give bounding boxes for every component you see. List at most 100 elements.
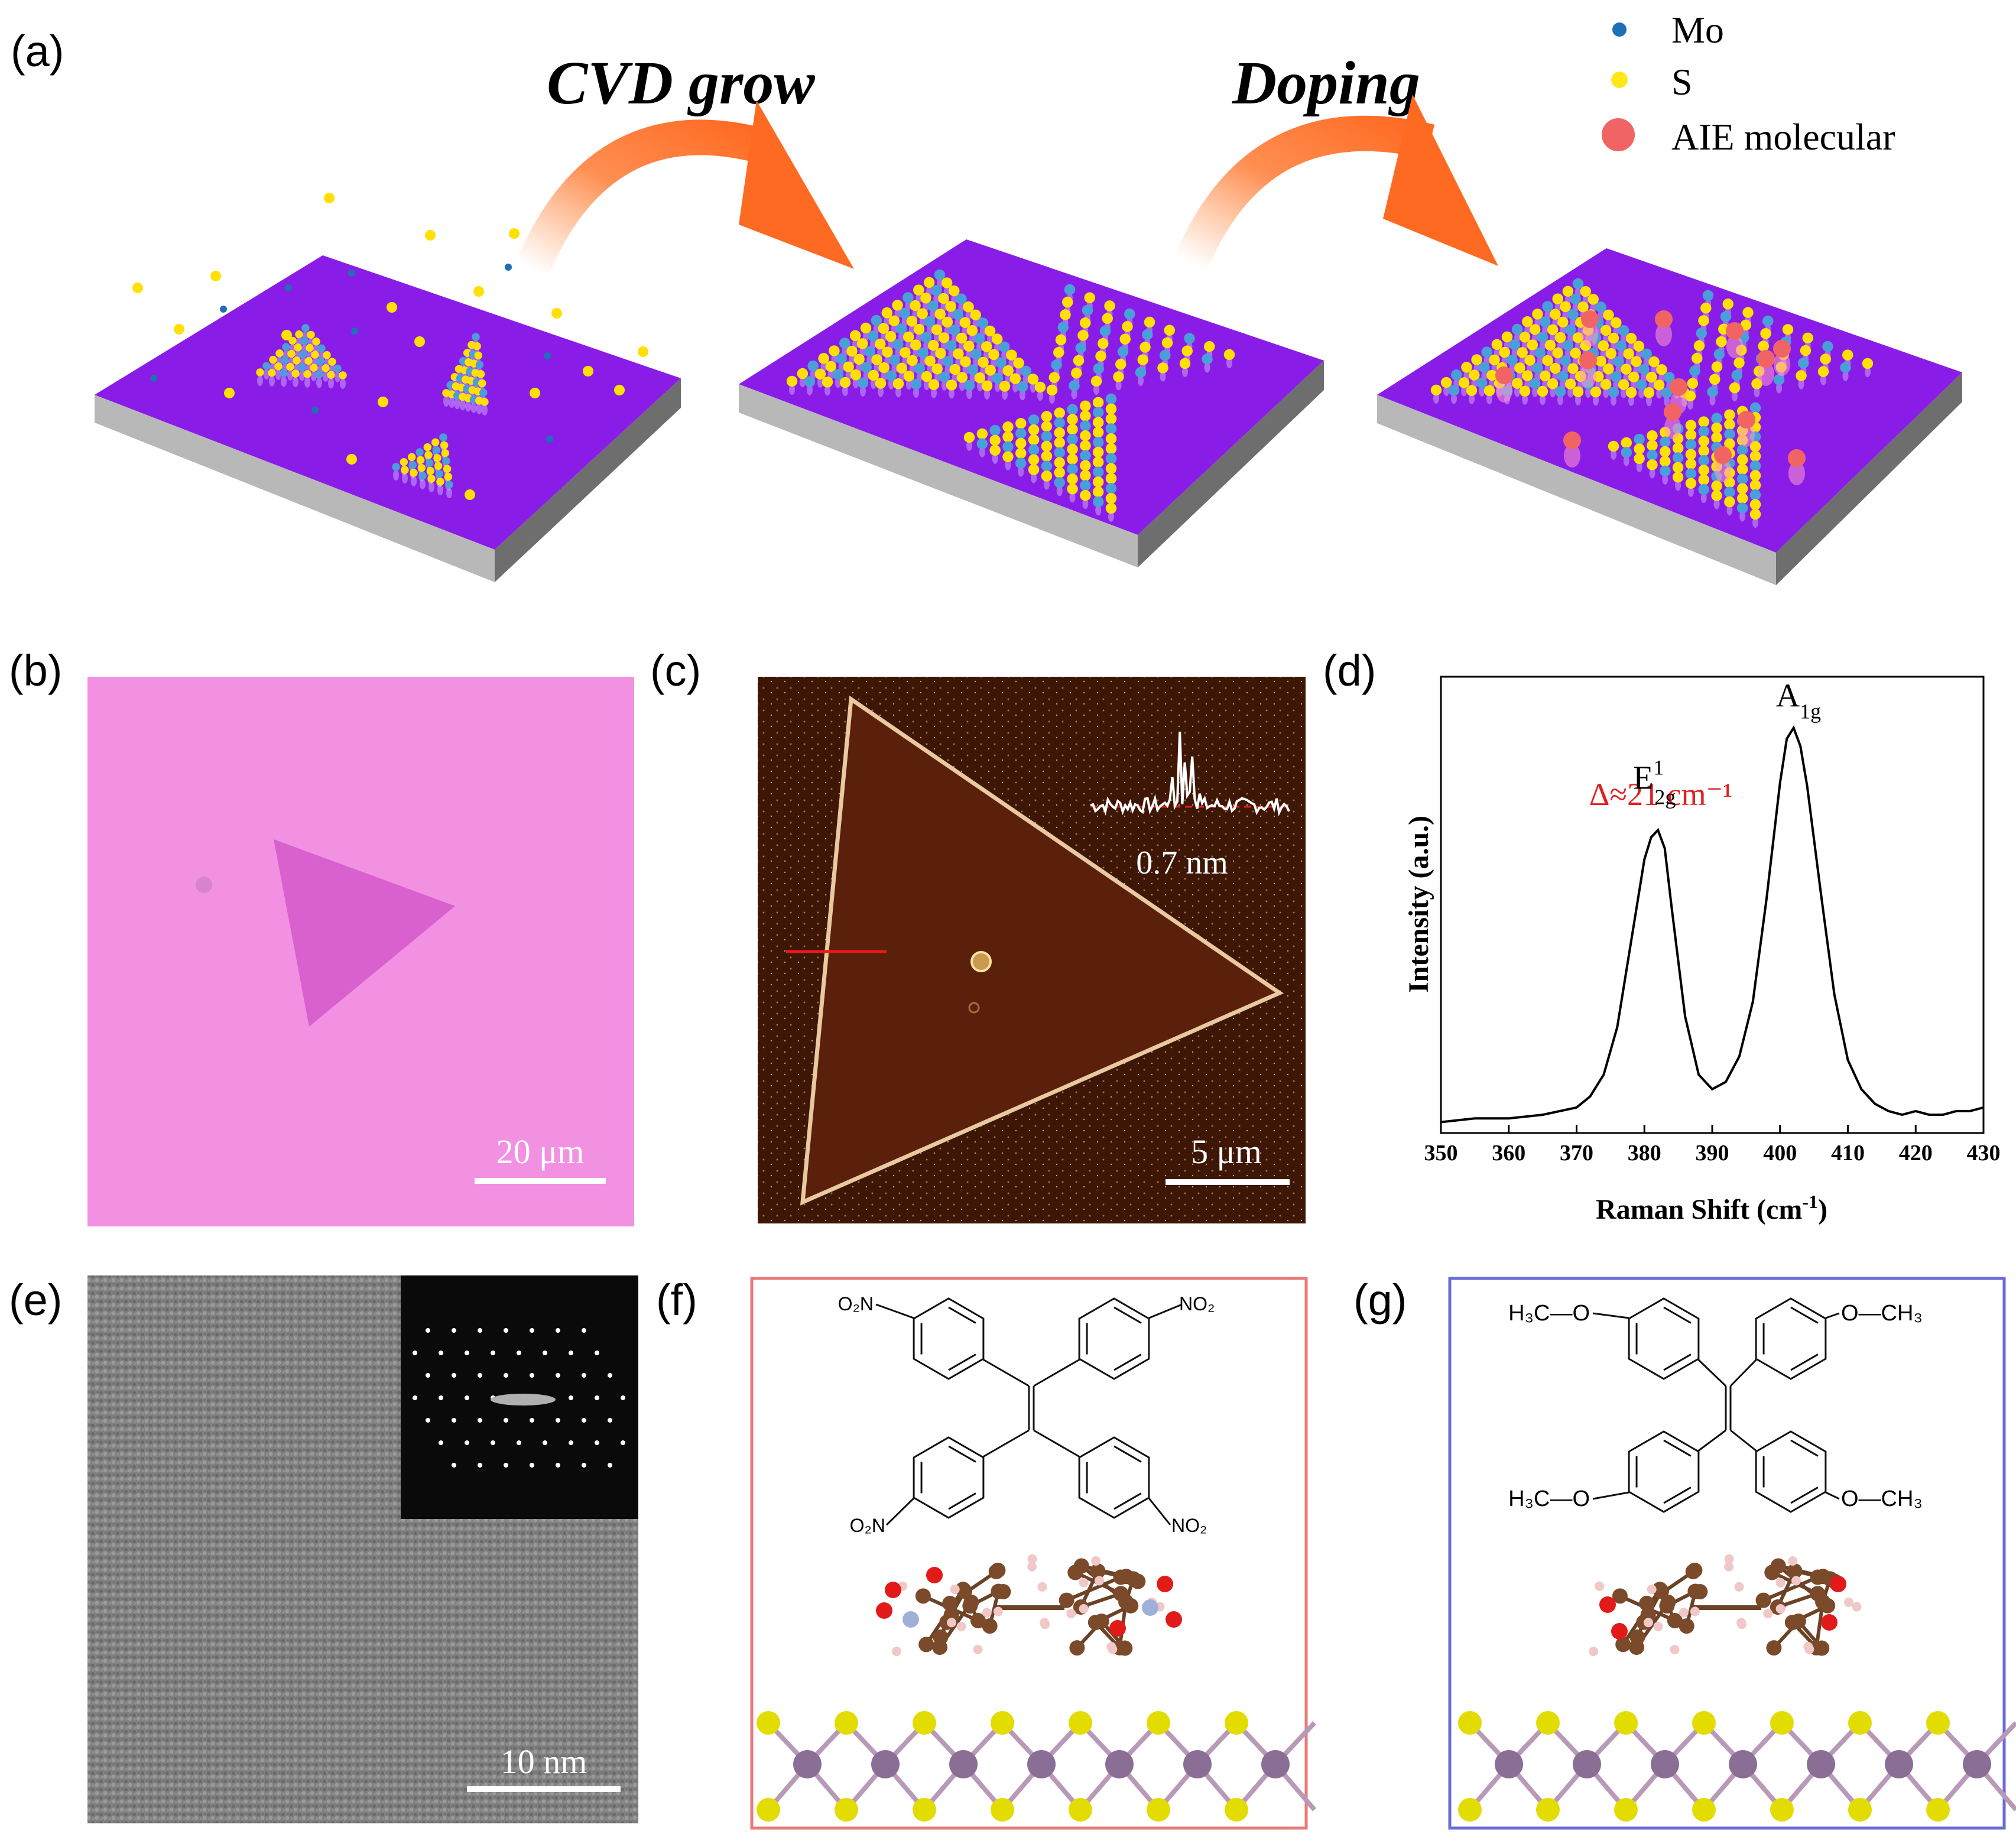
aie-molecule — [1581, 310, 1599, 328]
flake-atom — [1105, 403, 1117, 415]
molecule-g-3d-model — [1589, 1554, 1862, 1657]
model-atom-hydrogen — [1040, 1618, 1050, 1628]
flake-atom — [1687, 378, 1698, 389]
afm-height-profile — [1090, 731, 1290, 817]
flake-atom — [1105, 492, 1117, 504]
flake-atom — [1740, 319, 1751, 331]
aie-reflection — [1715, 459, 1731, 482]
flake-reflection — [1709, 395, 1716, 406]
flake-atom — [1002, 431, 1014, 443]
flake-atom — [481, 398, 489, 406]
flake-atom — [1104, 300, 1115, 311]
flake-atom — [1634, 443, 1645, 455]
molecule-f-frame — [750, 1277, 1308, 1830]
flake-atom — [1090, 375, 1102, 387]
grown-flakes — [786, 269, 1235, 522]
flake-atom — [1742, 307, 1754, 318]
flake-atom — [846, 346, 858, 357]
diffraction-spot — [543, 1351, 547, 1355]
flake-reflection — [923, 379, 930, 391]
model-atom-hetero — [1166, 1611, 1182, 1628]
flake-atom — [1554, 332, 1566, 343]
model-atom-carbon — [1073, 1558, 1089, 1574]
flake-reflection — [1739, 511, 1746, 522]
flake-atom — [1729, 382, 1741, 394]
flake-reflection — [411, 476, 417, 486]
flake-atom — [995, 357, 1007, 368]
flake-reflection — [799, 376, 806, 388]
model-atom-hetero — [1109, 1620, 1126, 1637]
model-atom-hydrogen — [1803, 1642, 1813, 1652]
model-atom-hetero — [1142, 1599, 1158, 1616]
flake-reflection — [949, 388, 955, 399]
phenyl-ring-1 — [1755, 1297, 1827, 1380]
model-atom-hetero — [903, 1611, 919, 1628]
raman-plot-frame — [1440, 676, 1985, 1134]
flake-reflection — [311, 371, 317, 382]
loose-atom — [530, 388, 540, 398]
sulfur-atom — [1225, 1711, 1248, 1735]
diffraction-spot — [426, 1328, 430, 1333]
flake-atom — [1534, 347, 1546, 359]
flake-atom — [1540, 316, 1551, 327]
flake-atom — [804, 376, 816, 387]
flake-reflection — [257, 375, 263, 386]
phenyl-ring-2-double-bond — [948, 1445, 976, 1463]
molybdenum-atom — [1807, 1750, 1835, 1778]
flake-atom — [1628, 371, 1640, 383]
flake-atom — [1577, 301, 1589, 313]
flake-atom — [400, 457, 408, 466]
flake-atom — [1552, 347, 1563, 359]
flake-atom — [1529, 378, 1541, 389]
flake-atom — [1698, 416, 1709, 427]
flake-atom — [268, 368, 276, 377]
flake-atom — [1542, 301, 1553, 312]
aie-reflection — [1738, 423, 1755, 447]
flake-atom — [989, 434, 1001, 446]
small-flakes — [256, 324, 489, 498]
flake-atom — [1517, 347, 1528, 358]
molybdenum-atom — [1729, 1750, 1757, 1778]
flake-atom — [1590, 386, 1602, 398]
flake-atom — [860, 322, 872, 334]
flake-atom — [1077, 330, 1089, 341]
flake-reflection — [817, 376, 823, 388]
sulfur-atom — [991, 1711, 1014, 1735]
flake-atom — [1115, 359, 1127, 370]
loose-atom — [324, 193, 335, 203]
flake-atom — [1552, 293, 1563, 304]
flake-atom — [1736, 463, 1748, 475]
flake-atom — [1698, 483, 1709, 495]
flake-atom — [949, 285, 960, 297]
flake-atom — [889, 355, 900, 366]
flake-atom — [814, 368, 826, 380]
flake-atom — [291, 369, 300, 378]
flake-atom — [1522, 316, 1533, 327]
flake-atom — [1430, 384, 1442, 396]
flake-atom — [1067, 453, 1078, 465]
diffraction-spot — [556, 1328, 560, 1333]
model-atom-carbon — [1123, 1598, 1139, 1614]
flake-atom — [1685, 429, 1697, 441]
flake-atom — [923, 277, 935, 288]
flake-atom — [1560, 301, 1571, 313]
flake-atom — [1570, 348, 1581, 359]
flake-atom — [1080, 489, 1091, 501]
flake-atom — [1067, 443, 1078, 455]
substrate-2 — [739, 239, 1324, 567]
flake-atom — [935, 348, 946, 359]
loose-atom — [346, 454, 357, 465]
flake-atom — [992, 372, 1004, 384]
phenyl-ring-1 — [1078, 1297, 1150, 1380]
flake-atom — [989, 444, 1001, 456]
flake-atom — [1015, 447, 1027, 459]
flake-atom — [1817, 366, 1829, 377]
flake-atom — [1483, 385, 1495, 397]
diffraction-spot — [439, 1351, 443, 1355]
panel-label-a: (a) — [11, 27, 64, 76]
afm-particle-2 — [968, 1002, 980, 1014]
flake-reflection — [1522, 394, 1528, 405]
flake-reflection — [1603, 387, 1609, 398]
flake-atom — [1643, 387, 1655, 398]
afm-thickness-label: 0.7 nm — [1136, 845, 1228, 881]
